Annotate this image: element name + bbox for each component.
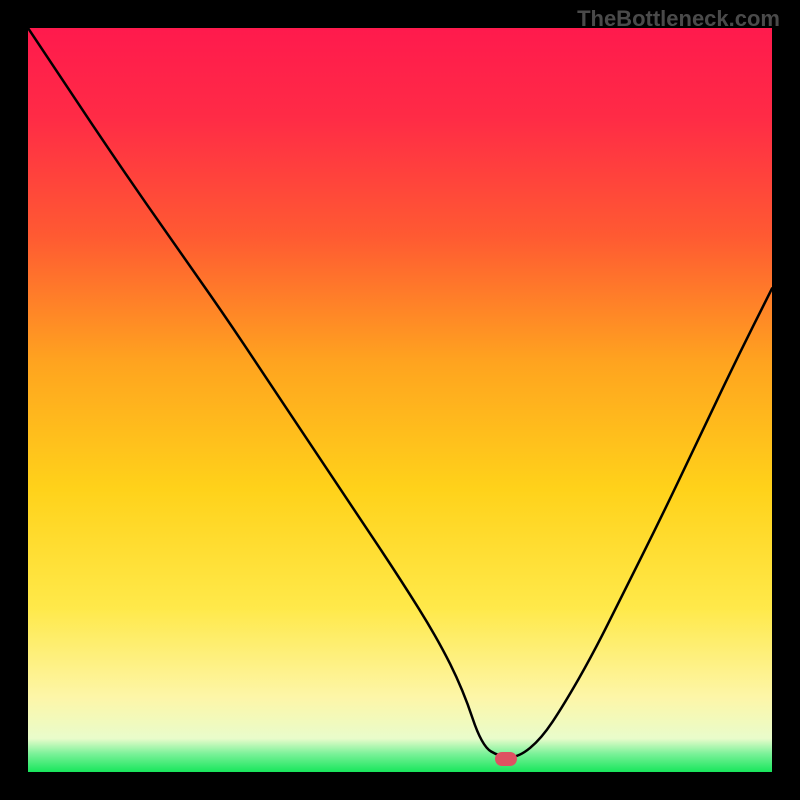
heat-gradient-background bbox=[28, 28, 772, 772]
plot-area bbox=[28, 28, 772, 772]
watermark-text: TheBottleneck.com bbox=[577, 6, 780, 32]
minimum-marker bbox=[495, 752, 517, 766]
bottleneck-chart-svg bbox=[28, 28, 772, 772]
